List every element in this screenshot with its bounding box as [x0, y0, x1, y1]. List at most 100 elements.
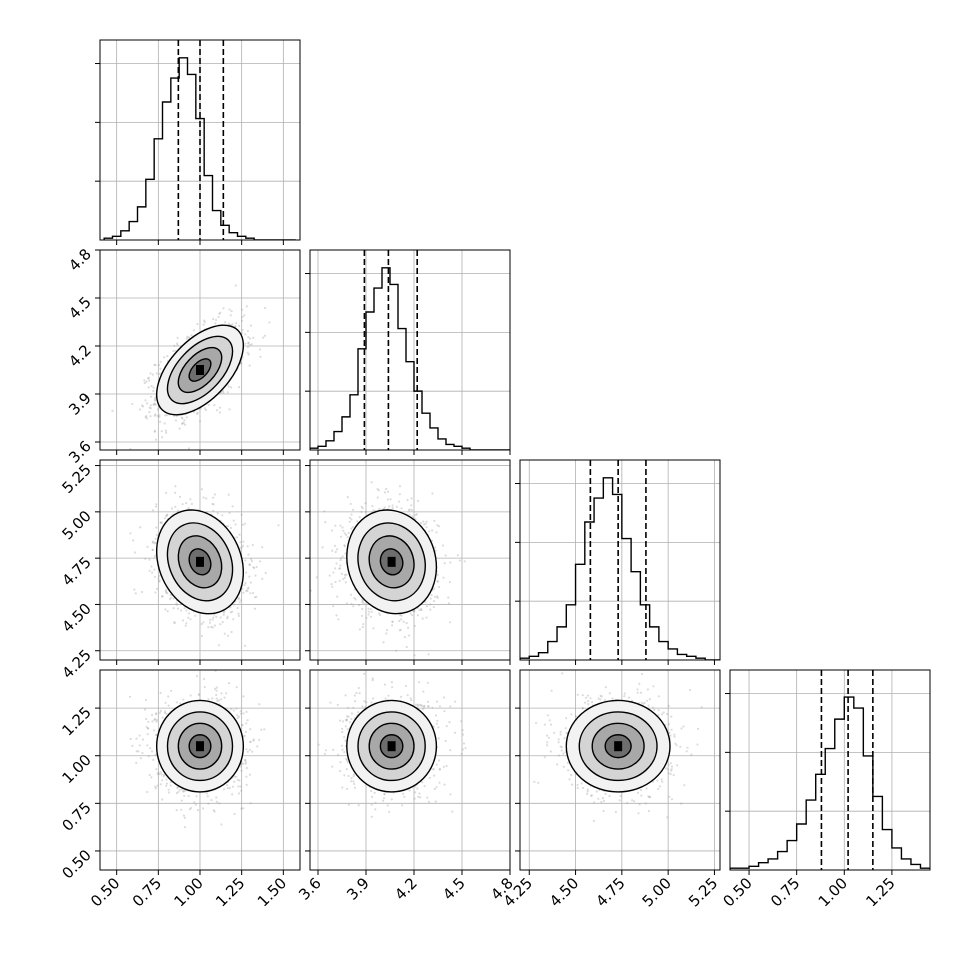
scatter-point — [228, 308, 231, 311]
scatter-point — [244, 762, 247, 765]
scatter-point — [391, 620, 394, 623]
scatter-point — [405, 622, 408, 625]
scatter-point — [173, 621, 176, 624]
scatter-point — [165, 431, 168, 434]
density-contour — [177, 346, 223, 394]
scatter-point — [202, 323, 205, 326]
scatter-point — [159, 420, 162, 423]
scatter-point — [230, 310, 233, 313]
scatter-point — [343, 532, 346, 535]
scatter-point — [253, 596, 257, 599]
scatter-point — [247, 586, 250, 590]
pair-panel-0-3: 0.50 0.75 1.00 1.25 1.500.500.751.001.25 — [58, 669, 301, 910]
scatter-point — [458, 559, 461, 562]
scatter-point — [181, 503, 184, 506]
scatter-point — [369, 615, 373, 618]
scatter-point — [153, 575, 157, 578]
scatter-point — [165, 414, 169, 417]
scatter-point — [133, 588, 136, 591]
scatter-point — [433, 519, 436, 523]
scatter-point — [154, 398, 157, 401]
scatter-point — [382, 641, 385, 644]
scatter-point — [165, 491, 168, 495]
scatter-point — [155, 372, 158, 375]
scatter-point — [391, 507, 394, 510]
scatter-point — [436, 524, 439, 527]
scatter-point — [154, 753, 157, 756]
scatter-point — [158, 372, 161, 375]
scatter-point — [247, 553, 250, 556]
scatter-point — [315, 576, 318, 579]
scatter-point — [217, 315, 220, 319]
scatter-point — [180, 609, 183, 612]
scatter-point — [153, 429, 156, 432]
scatter-point — [389, 498, 392, 501]
panel-border — [309, 459, 511, 661]
scatter-point — [141, 738, 144, 741]
scatter-point — [241, 331, 244, 335]
scatter-point — [155, 505, 158, 508]
scatter-point — [259, 355, 262, 358]
scatter-point — [187, 612, 191, 615]
scatter-point — [151, 548, 154, 551]
scatter-point — [221, 514, 224, 517]
scatter-point — [165, 591, 168, 594]
scatter-point — [412, 610, 415, 613]
pair-panel-0-2: 4.254.504.755.005.25 — [58, 459, 301, 682]
scatter-point — [231, 610, 234, 613]
scatter-point — [237, 612, 240, 615]
scatter-point — [146, 377, 150, 380]
scatter-point — [350, 513, 353, 516]
scatter-point — [409, 612, 412, 615]
scatter-point — [165, 778, 168, 781]
scatter-point — [431, 529, 434, 532]
scatter-point — [194, 614, 197, 617]
scatter-point — [154, 403, 157, 406]
scatter-point — [166, 355, 169, 358]
scatter-point — [135, 761, 138, 765]
scatter-point — [425, 520, 428, 523]
scatter-point — [352, 605, 355, 608]
scatter-point — [337, 618, 340, 621]
scatter-point — [339, 535, 343, 538]
scatter-point — [334, 544, 337, 548]
scatter-point — [248, 343, 251, 346]
scatter-point — [242, 807, 245, 810]
scatter-point — [219, 406, 222, 409]
scatter-point — [259, 560, 262, 563]
scatter-point — [190, 334, 193, 337]
scatter-point — [246, 329, 249, 333]
scatter-point — [335, 562, 338, 565]
scatter-point — [408, 508, 411, 511]
scatter-point — [131, 744, 134, 748]
scatter-point — [234, 284, 237, 287]
x-tick-label: 1.25 — [862, 874, 898, 910]
scatter-point — [398, 485, 402, 488]
scatter-point — [147, 386, 150, 389]
scatter-point — [240, 807, 243, 810]
scatter-point — [149, 407, 152, 410]
scatter-point — [151, 541, 154, 544]
scatter-point — [215, 697, 218, 700]
scatter-point — [264, 571, 267, 575]
scatter-point — [240, 769, 243, 772]
scatter-point — [164, 429, 167, 432]
scatter-point — [196, 411, 199, 414]
scatter-point — [141, 404, 144, 407]
panel-border — [519, 459, 721, 661]
scatter-point — [165, 712, 168, 716]
scatter-point — [152, 403, 155, 406]
scatter-point — [166, 592, 169, 595]
scatter-point — [154, 787, 157, 790]
scatter-point — [239, 785, 242, 788]
scatter-point — [196, 412, 199, 416]
scatter-point — [391, 620, 394, 623]
scatter-point — [410, 497, 413, 500]
scatter-point — [247, 353, 250, 356]
scatter-point — [419, 522, 423, 525]
pair-content — [129, 485, 280, 647]
scatter-point — [166, 513, 169, 516]
scatter-point — [338, 579, 341, 583]
scatter-point — [226, 615, 229, 618]
scatter-point — [237, 792, 241, 795]
